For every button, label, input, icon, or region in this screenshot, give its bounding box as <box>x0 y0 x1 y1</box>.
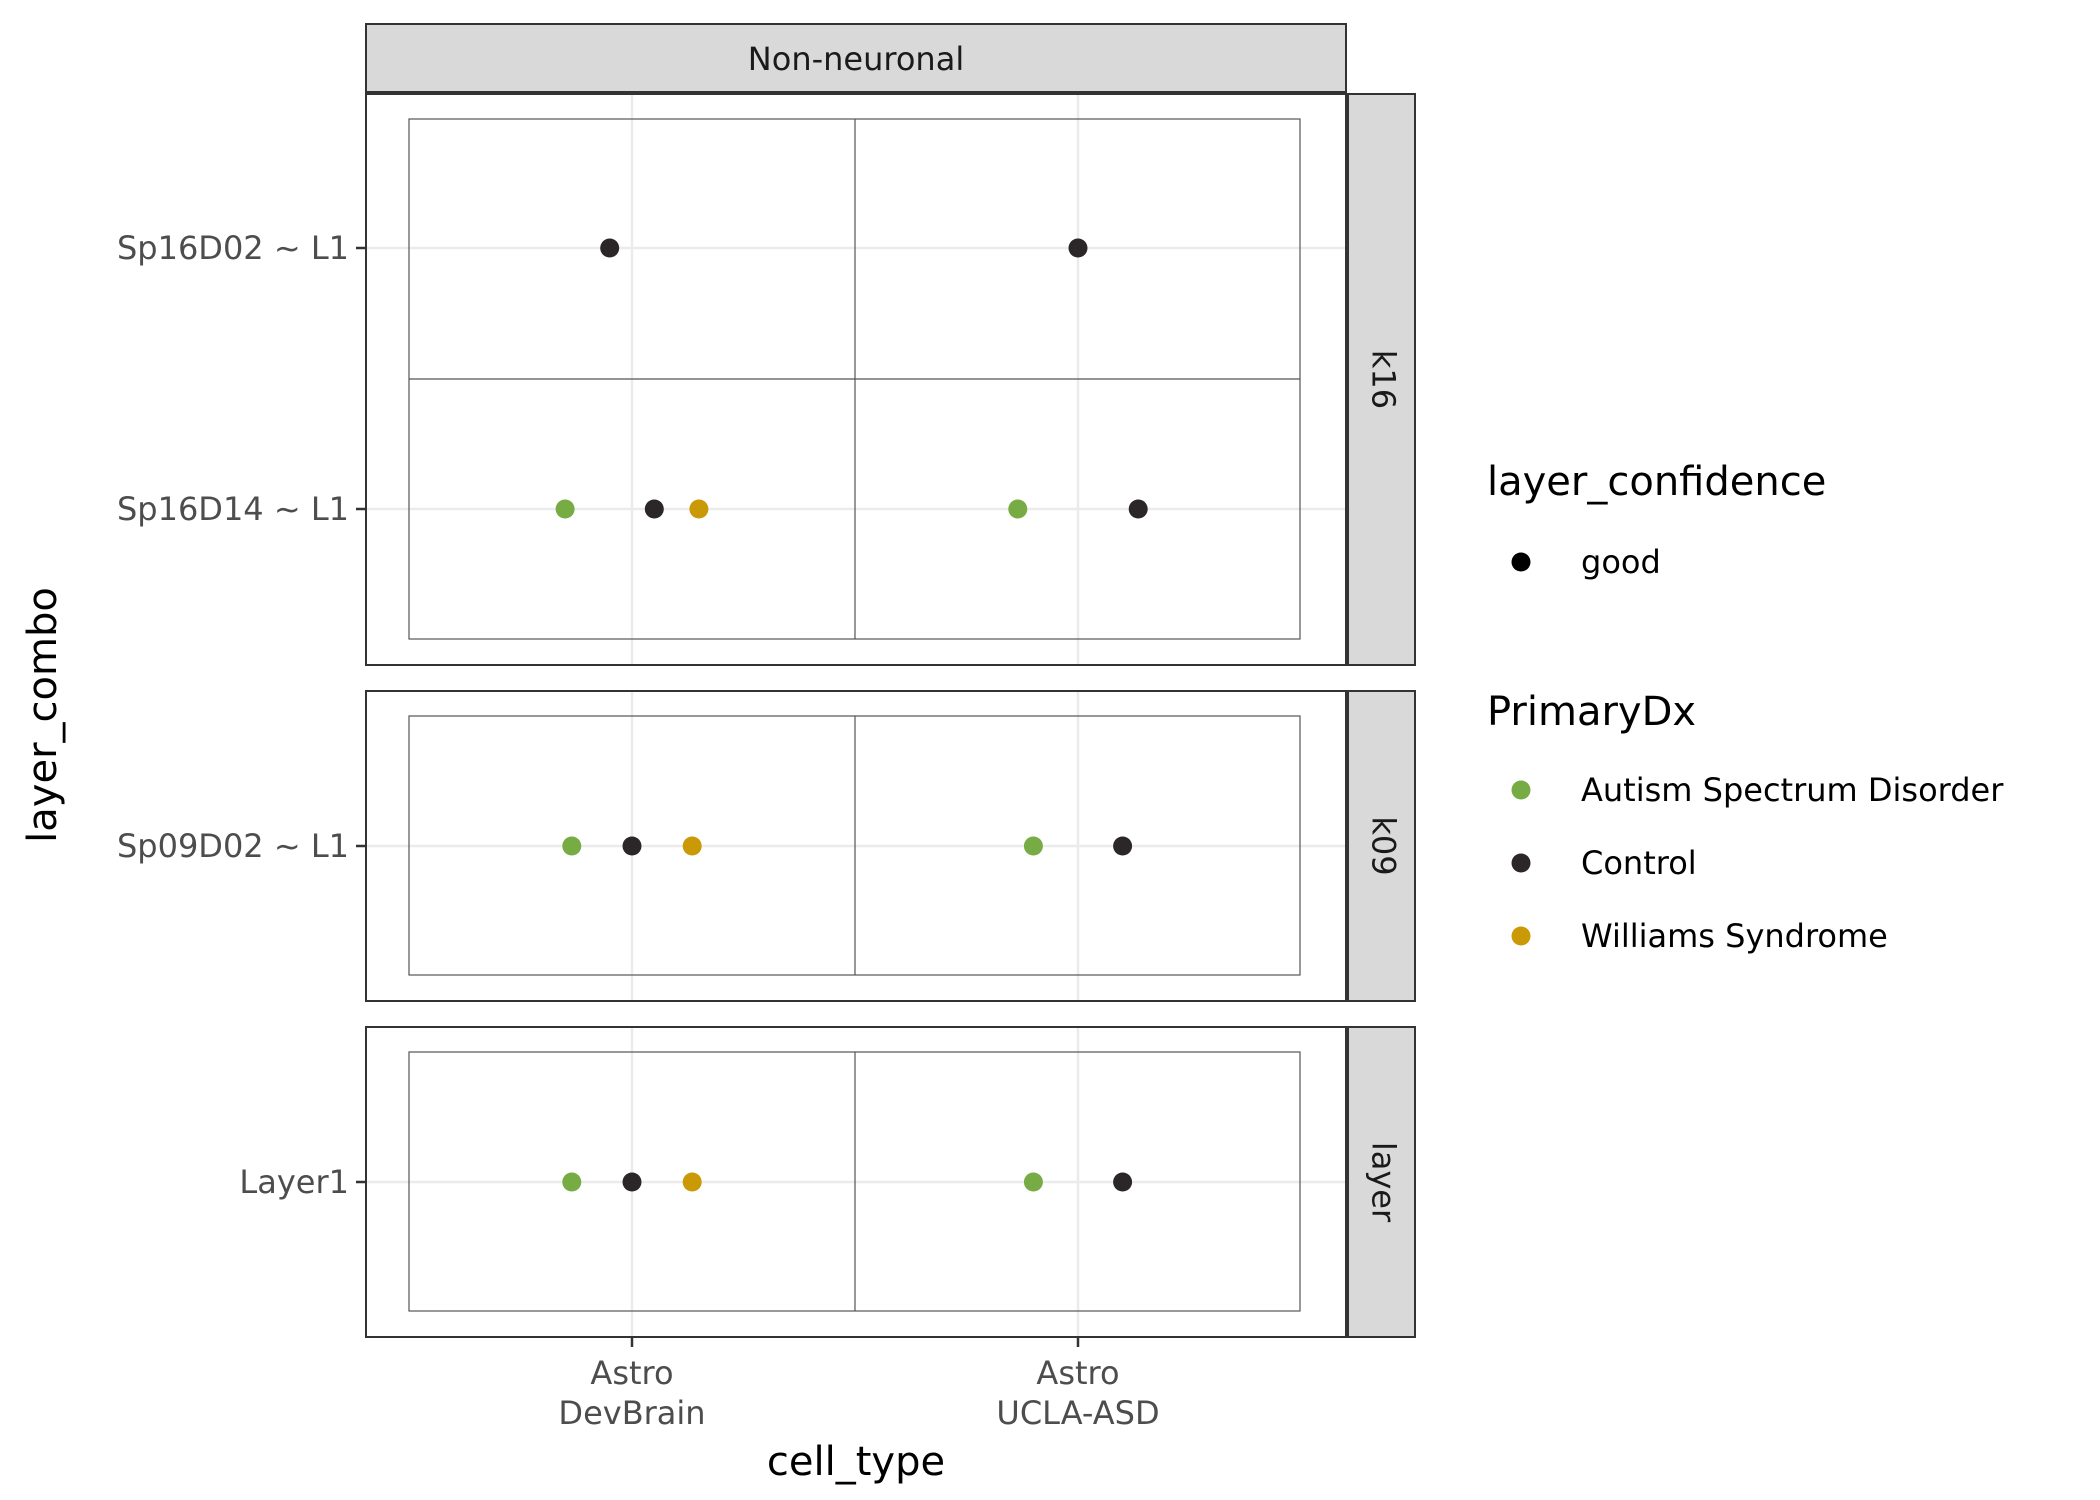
x-axis-title: cell_type <box>767 1439 945 1485</box>
legend-key <box>1511 853 1531 873</box>
facet-label-layer: layer <box>1365 1142 1403 1223</box>
panel-border <box>365 93 1347 666</box>
data-point <box>622 1172 642 1192</box>
data-point <box>562 1172 582 1192</box>
legend-title: layer_confidence <box>1487 459 1826 505</box>
data-point <box>1113 836 1133 856</box>
data-point <box>555 499 575 519</box>
legend-key <box>1511 780 1531 800</box>
x-tick-label: Astro DevBrain <box>558 1354 705 1432</box>
facet-strip-k09 <box>1347 690 1416 1002</box>
facet-strip-layer <box>1347 1026 1416 1338</box>
legend-label: Williams Syndrome <box>1581 917 1888 955</box>
data-point <box>1128 499 1148 519</box>
data-point <box>682 836 702 856</box>
y-axis-title: layer_combo <box>20 587 66 843</box>
legend-label: Control <box>1581 844 1697 882</box>
facet-label-k16: k16 <box>1365 350 1403 409</box>
data-point <box>644 499 664 519</box>
data-point <box>1008 499 1028 519</box>
data-point <box>1023 1172 1043 1192</box>
legend-title: PrimaryDx <box>1487 689 1696 735</box>
data-point <box>562 836 582 856</box>
data-point <box>600 238 620 258</box>
y-tick-label: Sp16D14 ~ L1 <box>117 490 349 528</box>
facet-strip-top <box>365 23 1347 93</box>
data-point <box>682 1172 702 1192</box>
facet-label-k09: k09 <box>1365 816 1403 875</box>
y-tick-label: Layer1 <box>239 1163 349 1201</box>
x-tick-label: Astro UCLA-ASD <box>996 1354 1159 1432</box>
facet-strip-k16 <box>1347 93 1416 666</box>
data-point <box>1023 836 1043 856</box>
data-point <box>1113 1172 1133 1192</box>
facet-label-non-neuronal: Non-neuronal <box>748 40 964 78</box>
data-point <box>689 499 709 519</box>
data-point <box>622 836 642 856</box>
legend-label: Autism Spectrum Disorder <box>1581 771 2004 809</box>
y-tick-label: Sp09D02 ~ L1 <box>117 827 349 865</box>
legend-key <box>1511 926 1531 946</box>
y-tick-label: Sp16D02 ~ L1 <box>117 229 349 267</box>
data-point <box>1068 238 1088 258</box>
legend-label: good <box>1581 543 1661 581</box>
legend-key <box>1511 552 1531 572</box>
